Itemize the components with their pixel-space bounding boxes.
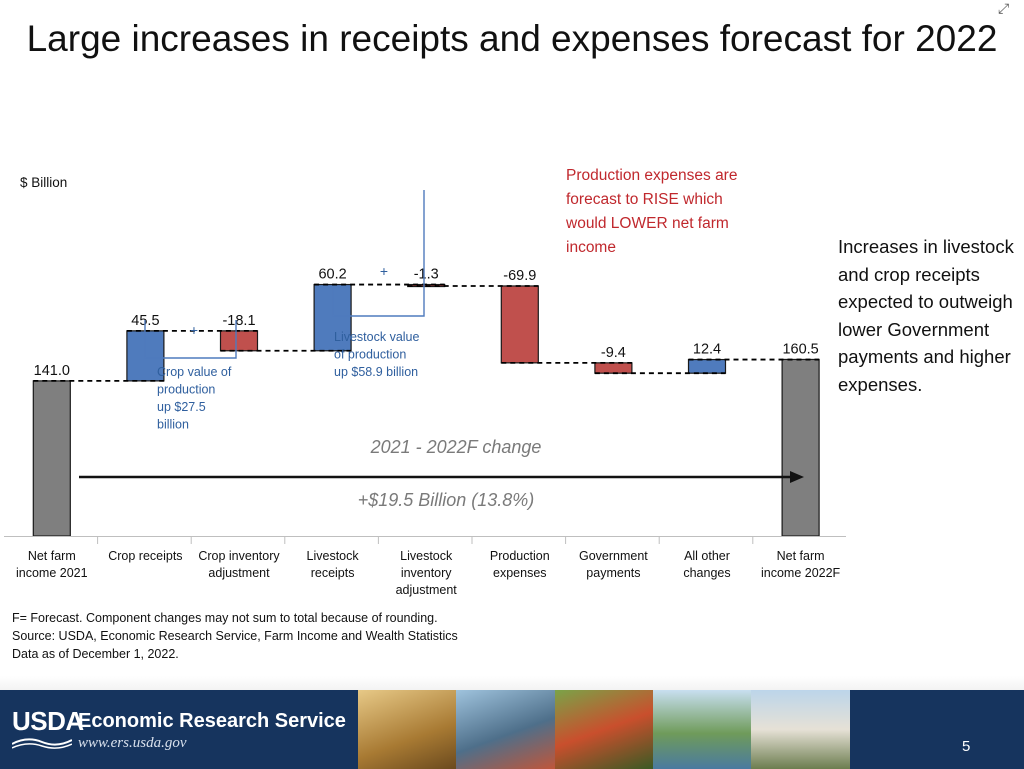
footer-blank <box>849 690 948 769</box>
value-label-2: -18.1 <box>222 313 255 329</box>
connectors-group <box>33 283 820 382</box>
change-label: 2021 - 2022F change <box>370 437 542 457</box>
x-tick-label-7: All other changes <box>683 549 730 580</box>
x-tick-label-6: Government payments <box>579 549 648 580</box>
expenses-note-line: forecast to RISE which <box>566 191 723 208</box>
value-label-5: -69.9 <box>503 268 536 284</box>
change-value: +$19.5 Billion (13.8%) <box>358 490 535 510</box>
x-tick-label-2: Crop inventory adjustment <box>198 549 280 580</box>
bar-2 <box>219 330 259 352</box>
crop-value-note-line: billion <box>157 418 189 432</box>
expand-icon[interactable]: ⤢ <box>998 0 1010 16</box>
right-side-note: Increases in livestock and crop receipts… <box>838 236 1014 395</box>
waterfall-chart: $ Billion 141.045.5 -18.160.2 -1.3 -69.9-9.… <box>4 167 846 597</box>
x-tick-label-line: Crop inventory <box>198 549 280 563</box>
x-tick-label-line: changes <box>683 566 730 580</box>
expenses-note-line: Production expenses are <box>566 167 737 184</box>
bar-7 <box>687 358 727 374</box>
x-tick-label-line: Livestock <box>307 549 360 563</box>
footnote-forecast: F= Forecast. Component changes may not s… <box>12 611 438 625</box>
bar-8 <box>781 358 820 537</box>
footer-band <box>0 676 1024 692</box>
bar-5 <box>500 285 539 364</box>
livestock-value-note: Livestock value of production up $58.9 bil… <box>334 330 420 379</box>
x-tick-label-8: Net farm income 2022F <box>761 549 841 580</box>
livestock-value-note-line: up $58.9 billion <box>334 365 418 379</box>
value-label-7: 12.4 <box>693 342 721 358</box>
footnotes: F= Forecast. Component changes may not s… <box>12 609 458 663</box>
agency-name: Economic Research Service <box>78 710 346 732</box>
agency-url[interactable]: www.ers.usda.gov <box>78 735 187 751</box>
bar-0 <box>32 380 71 537</box>
x-tick-label-line: Production <box>490 549 550 563</box>
x-tick-label-line: adjustment <box>208 566 270 580</box>
x-axis-group: Net farm income 2021 Crop receipts Crop inv… <box>4 536 846 597</box>
x-tick-label-line: Net farm <box>777 549 825 563</box>
x-tick-label-line: income 2021 <box>16 566 88 580</box>
value-label-6: -9.4 <box>601 345 626 361</box>
footnote-data-date: Data as of December 1, 2022. <box>12 647 179 661</box>
expenses-note-line: income <box>566 239 616 256</box>
crop-value-note: Crop value of production up $27.5 billion <box>157 365 232 432</box>
annotations-group: + Crop value of production up $27.5 billion +… <box>79 167 804 510</box>
wetland-photo <box>652 690 752 769</box>
town-photo <box>751 690 850 769</box>
expenses-note-line: would LOWER net farm <box>565 215 729 232</box>
value-label-4: -1.3 <box>414 267 439 283</box>
x-tick-label-line: Livestock <box>400 549 453 563</box>
livestock-brace-plus: + <box>380 263 388 279</box>
x-tick-label-line: Net farm <box>28 549 76 563</box>
livestock-value-note-line: Livestock value <box>334 330 420 344</box>
value-label-0: 141.0 <box>34 363 70 379</box>
produce-photo <box>554 690 653 769</box>
crop-value-note-line: up $27.5 <box>157 400 206 414</box>
livestock-brace <box>332 190 425 317</box>
port-photo <box>456 690 555 769</box>
crop-brace <box>144 320 237 359</box>
crop-value-note-line: Crop value of <box>157 365 232 379</box>
x-tick-label-line: income 2022F <box>761 566 841 580</box>
footnote-source: Source: USDA, Economic Research Service,… <box>12 629 458 643</box>
x-tick-label-line: payments <box>586 566 640 580</box>
x-tick-label-1: Crop receipts <box>108 549 182 563</box>
crop-brace-plus: + <box>190 322 198 338</box>
crop-value-note-line: production <box>157 383 215 397</box>
slide-title: Large increases in receipts and expenses… <box>26 18 998 59</box>
change-arrowhead-icon <box>790 471 804 483</box>
x-tick-label-line: All other <box>684 549 730 563</box>
bars-group <box>32 283 820 537</box>
x-tick-label-3: Livestock receipts <box>307 549 360 580</box>
x-tick-label-line: Government <box>579 549 648 563</box>
wheat-photo <box>358 690 457 769</box>
usda-logo-wave-icon <box>12 738 72 749</box>
livestock-value-note-line: of production <box>334 348 406 362</box>
value-label-8: 160.5 <box>782 341 818 357</box>
x-tick-label-line: adjustment <box>396 583 458 597</box>
usda-logo: USDA <box>12 706 84 736</box>
value-label-3: 60.2 <box>318 267 346 283</box>
bar-6 <box>594 362 633 374</box>
x-tick-label-4: Livestock inventory adjustment <box>396 549 458 597</box>
page-number: 5 <box>962 738 971 755</box>
x-tick-label-0: Net farm income 2021 <box>16 549 88 580</box>
expenses-note: Production expenses are forecast to RISE … <box>565 167 737 256</box>
x-tick-label-line: expenses <box>493 566 547 580</box>
x-tick-label-5: Production expenses <box>490 549 550 580</box>
y-axis-label: $ Billion <box>20 175 67 190</box>
x-tick-label-line: inventory <box>401 566 452 580</box>
footer-photo-strip <box>358 690 948 769</box>
x-tick-label-line: receipts <box>311 566 355 580</box>
x-tick-label-line: Crop receipts <box>108 549 182 563</box>
